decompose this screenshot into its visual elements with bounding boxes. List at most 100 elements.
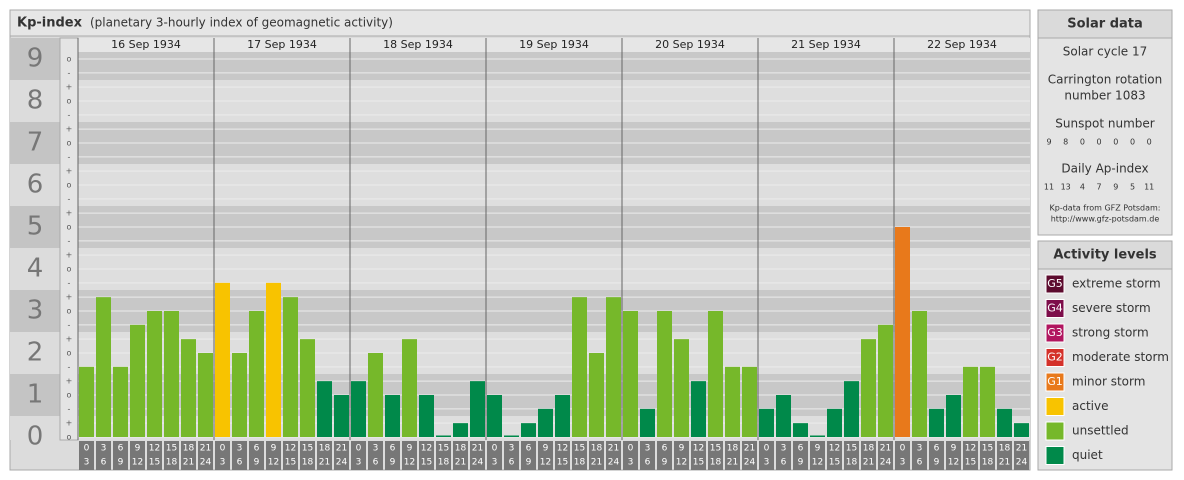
source: Kp-data from GFZ Potsdam: bbox=[1050, 204, 1161, 213]
y-label-cell bbox=[10, 332, 60, 374]
hour-cell bbox=[640, 441, 655, 470]
y-tick-label: 6 bbox=[27, 170, 44, 200]
date-header bbox=[758, 38, 894, 52]
hour-label: 6 bbox=[645, 458, 651, 468]
bar bbox=[232, 353, 247, 437]
minor-tick-label: - bbox=[68, 236, 71, 245]
hour-cell bbox=[419, 441, 434, 470]
minor-tick-label: + bbox=[66, 251, 73, 260]
bar bbox=[79, 366, 94, 437]
bar bbox=[691, 381, 706, 437]
date-header bbox=[214, 38, 350, 52]
minor-tick-label: - bbox=[68, 68, 71, 77]
hour-label: 24 bbox=[880, 458, 892, 468]
hour-cell bbox=[844, 441, 859, 470]
level-swatch bbox=[1045, 397, 1065, 416]
hour-cell bbox=[912, 441, 927, 470]
minor-tick-label: + bbox=[66, 377, 73, 386]
hour-label: 21 bbox=[472, 444, 483, 454]
bar bbox=[300, 339, 315, 437]
bar bbox=[181, 339, 196, 437]
bar bbox=[725, 366, 740, 437]
hour-label: 6 bbox=[390, 444, 396, 454]
level-label: minor storm bbox=[1072, 375, 1145, 389]
hour-cell bbox=[79, 441, 94, 470]
level-label: severe storm bbox=[1072, 301, 1151, 315]
ap-title: Daily Ap-index bbox=[1061, 162, 1148, 176]
bar bbox=[130, 324, 145, 437]
hour-cell bbox=[997, 441, 1012, 470]
chart-subtitle: (planetary 3-hourly index of geomagnetic… bbox=[90, 16, 393, 30]
y-label-cell bbox=[10, 164, 60, 206]
date-header bbox=[622, 38, 758, 52]
hour-label: 9 bbox=[254, 458, 260, 468]
hour-label: 18 bbox=[183, 444, 195, 454]
hour-label: 3 bbox=[628, 458, 634, 468]
hour-cell bbox=[147, 441, 162, 470]
hour-cell bbox=[963, 441, 978, 470]
hour-label: 6 bbox=[118, 444, 124, 454]
solar-title: Solar data bbox=[1067, 17, 1143, 32]
hour-cell bbox=[504, 441, 519, 470]
date-label: 19 Sep 1934 bbox=[519, 38, 589, 51]
y-tick-label: 3 bbox=[27, 296, 44, 326]
hour-label: 21 bbox=[200, 444, 211, 454]
hour-label: 15 bbox=[829, 458, 840, 468]
date-header bbox=[486, 38, 622, 52]
hour-cell bbox=[691, 441, 706, 470]
bar bbox=[453, 423, 468, 437]
bar bbox=[606, 297, 621, 437]
hour-label: 3 bbox=[356, 458, 362, 468]
minor-tick-label: o bbox=[67, 97, 72, 106]
bar bbox=[776, 395, 791, 437]
bar bbox=[1014, 423, 1029, 437]
bar bbox=[844, 381, 859, 437]
hour-label: 3 bbox=[781, 444, 787, 454]
minor-tick-label: - bbox=[68, 404, 71, 413]
hour-label: 9 bbox=[934, 458, 940, 468]
hour-label: 15 bbox=[302, 444, 313, 454]
chart-title: Kp-index bbox=[17, 16, 83, 31]
hour-label: 15 bbox=[438, 444, 449, 454]
hour-cell bbox=[606, 441, 621, 470]
ap-value: 11 bbox=[1044, 183, 1054, 192]
level-code: G1 bbox=[1047, 375, 1063, 388]
y-label-cell bbox=[10, 374, 60, 416]
sunspot-title: Sunspot number bbox=[1055, 117, 1154, 131]
hour-label: 12 bbox=[268, 458, 279, 468]
y-label-cell bbox=[10, 38, 60, 80]
bar bbox=[266, 282, 281, 437]
hour-label: 18 bbox=[438, 458, 450, 468]
hour-label: 21 bbox=[727, 458, 738, 468]
hour-cell bbox=[827, 441, 842, 470]
hour-cell bbox=[657, 441, 672, 470]
hour-label: 9 bbox=[407, 444, 413, 454]
y-tick-label: 0 bbox=[27, 422, 44, 452]
level-code: G5 bbox=[1047, 277, 1063, 290]
hour-cell bbox=[164, 441, 179, 470]
bar bbox=[215, 282, 230, 437]
hour-label: 12 bbox=[421, 444, 432, 454]
date-header bbox=[350, 38, 486, 52]
minor-tick-label: o bbox=[67, 433, 72, 442]
minor-tick-label: + bbox=[66, 335, 73, 344]
y-label-cell bbox=[10, 80, 60, 122]
bar bbox=[249, 311, 264, 437]
hour-cell bbox=[402, 441, 417, 470]
hour-label: 12 bbox=[676, 458, 687, 468]
bar bbox=[912, 311, 927, 437]
bar bbox=[487, 395, 502, 437]
bar bbox=[504, 435, 519, 437]
y-label-cell bbox=[10, 248, 60, 290]
hour-label: 12 bbox=[829, 444, 840, 454]
hour-label: 0 bbox=[356, 444, 362, 454]
hour-cell bbox=[96, 441, 111, 470]
hour-label: 12 bbox=[812, 458, 823, 468]
hour-label: 0 bbox=[84, 444, 90, 454]
bar bbox=[674, 339, 689, 437]
hour-label: 12 bbox=[132, 458, 143, 468]
hour-label: 18 bbox=[319, 444, 331, 454]
hour-label: 12 bbox=[965, 444, 976, 454]
minor-tick-label: + bbox=[66, 125, 73, 134]
bar bbox=[810, 435, 825, 437]
